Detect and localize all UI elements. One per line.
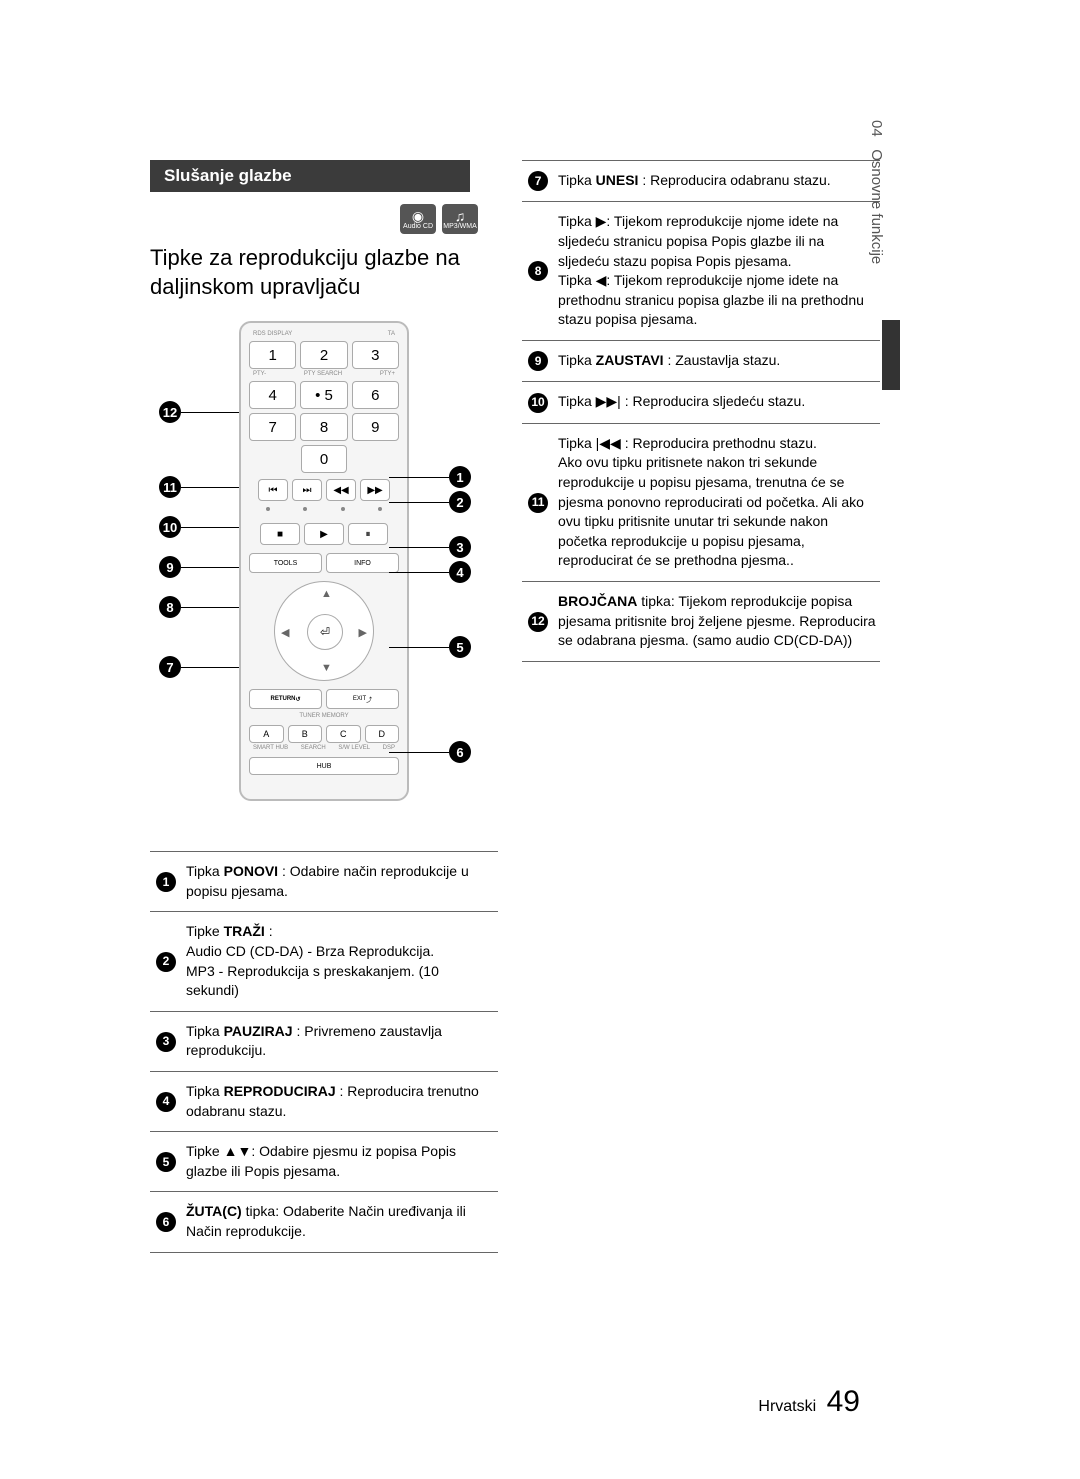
media-icons: ◉ Audio CD ♫ MP3/WMA bbox=[150, 204, 498, 234]
content: Slušanje glazbe ◉ Audio CD ♫ MP3/WMA Tip… bbox=[0, 120, 1080, 1253]
info-button: INFO bbox=[326, 553, 399, 573]
legend-text-4: Tipka REPRODUCIRAJ : Reproducira trenutn… bbox=[182, 1071, 498, 1131]
chapter-title: Osnovne funkcije bbox=[868, 149, 885, 264]
legend-text-8: Tipka ▶: Tijekom reprodukcije njome idet… bbox=[554, 202, 880, 341]
legend-num-1: 1 bbox=[156, 872, 176, 892]
exit-button: EXIT ⤴ bbox=[326, 689, 399, 709]
page-number: 49 bbox=[827, 1385, 860, 1418]
number-3: 3 bbox=[352, 341, 399, 369]
legend-num-5: 5 bbox=[156, 1152, 176, 1172]
side-tab: 04 Osnovne funkcije bbox=[868, 120, 885, 264]
callout-2: 2 bbox=[449, 491, 471, 513]
legend-text-11: Tipka |◀◀ : Reproducira prethodnu stazu.… bbox=[554, 423, 880, 581]
footer: Hrvatski 49 bbox=[758, 1385, 860, 1419]
legend-num-9: 9 bbox=[528, 351, 548, 371]
legend-text-7: Tipka UNESI : Reproducira odabranu stazu… bbox=[554, 161, 880, 202]
legend-num-8: 8 bbox=[528, 261, 548, 281]
right-column: 7 Tipka UNESI : Reproducira odabranu staz… bbox=[522, 160, 880, 1253]
chapter-number: 04 bbox=[868, 120, 885, 137]
legend-text-10: Tipka ▶▶| : Reproducira sljedeću stazu. bbox=[554, 382, 880, 423]
page: 04 Osnovne funkcije Slušanje glazbe ◉ Au… bbox=[0, 0, 1080, 1479]
footer-lang: Hrvatski bbox=[758, 1398, 816, 1415]
number-7: 7 bbox=[249, 413, 296, 441]
enter-button: ⏎ bbox=[307, 614, 343, 650]
number-2: 2 bbox=[300, 341, 347, 369]
callout-7: 7 bbox=[159, 656, 181, 678]
number-8: 8 bbox=[300, 413, 347, 441]
color-buttons: ABCD bbox=[249, 725, 399, 743]
legend-num-6: 6 bbox=[156, 1212, 176, 1232]
number-9: 9 bbox=[352, 413, 399, 441]
number-5: • 5 bbox=[300, 381, 347, 409]
legend-right: 7 Tipka UNESI : Reproducira odabranu staz… bbox=[522, 160, 880, 662]
tools-button: TOOLS bbox=[249, 553, 322, 573]
legend-text-1: Tipka PONOVI : Odabire način reprodukcij… bbox=[182, 852, 498, 912]
number-pad-3: 789 bbox=[249, 413, 399, 441]
section-header: Slušanje glazbe bbox=[150, 160, 470, 192]
legend-text-2: Tipke TRAŽI :Audio CD (CD-DA) - Brza Rep… bbox=[182, 912, 498, 1011]
legend-text-12: BROJČANA tipka: Tijekom reprodukcije pop… bbox=[554, 581, 880, 661]
return-button: RETURN ↺ bbox=[249, 689, 322, 709]
legend-num-11: 11 bbox=[528, 493, 548, 513]
legend-num-10: 10 bbox=[528, 393, 548, 413]
callout-6: 6 bbox=[449, 741, 471, 763]
legend-num-7: 7 bbox=[528, 171, 548, 191]
legend-num-2: 2 bbox=[156, 952, 176, 972]
audio-cd-icon: ◉ Audio CD bbox=[400, 204, 436, 234]
number-pad: 123 bbox=[249, 341, 399, 369]
number-pad-2: 4• 56 bbox=[249, 381, 399, 409]
legend-left: 1 Tipka PONOVI : Odabire način reprodukci… bbox=[150, 851, 498, 1252]
number-0: 0 bbox=[301, 445, 347, 473]
transport-row-2: ■▶⏸ bbox=[249, 523, 399, 545]
callout-11: 11 bbox=[159, 476, 181, 498]
callout-10: 10 bbox=[159, 516, 181, 538]
remote-body: RDS DISPLAY TA 123 PTY- PTY SEARCH PTY+ … bbox=[239, 321, 409, 801]
legend-text-9: Tipka ZAUSTAVI : Zaustavlja stazu. bbox=[554, 340, 880, 381]
callout-3: 3 bbox=[449, 536, 471, 558]
legend-num-3: 3 bbox=[156, 1032, 176, 1052]
legend-num-12: 12 bbox=[528, 612, 548, 632]
callout-12: 12 bbox=[159, 401, 181, 423]
side-marker bbox=[882, 320, 900, 390]
transport-row-1: ⏮⏭◀◀▶▶ bbox=[249, 479, 399, 501]
remote-diagram: RDS DISPLAY TA 123 PTY- PTY SEARCH PTY+ … bbox=[159, 321, 489, 811]
subtitle: Tipke za reprodukciju glazbe na daljinsk… bbox=[150, 244, 498, 301]
callout-1: 1 bbox=[449, 466, 471, 488]
number-4: 4 bbox=[249, 381, 296, 409]
legend-num-4: 4 bbox=[156, 1092, 176, 1112]
mp3-icon: ♫ MP3/WMA bbox=[442, 204, 478, 234]
left-column: Slušanje glazbe ◉ Audio CD ♫ MP3/WMA Tip… bbox=[150, 160, 498, 1253]
callout-9: 9 bbox=[159, 556, 181, 578]
callout-5: 5 bbox=[449, 636, 471, 658]
legend-text-6: ŽUTA(C) tipka: Odaberite Način uređivanj… bbox=[182, 1192, 498, 1252]
legend-text-3: Tipka PAUZIRAJ : Privremeno zaustavlja r… bbox=[182, 1011, 498, 1071]
number-1: 1 bbox=[249, 341, 296, 369]
callout-4: 4 bbox=[449, 561, 471, 583]
nav-pad: ▲ ▼ ◀ ▶ ⏎ bbox=[274, 581, 374, 681]
legend-text-5: Tipke ▲▼: Odabire pjesmu iz popisa Popis… bbox=[182, 1132, 498, 1192]
callout-8: 8 bbox=[159, 596, 181, 618]
number-6: 6 bbox=[352, 381, 399, 409]
